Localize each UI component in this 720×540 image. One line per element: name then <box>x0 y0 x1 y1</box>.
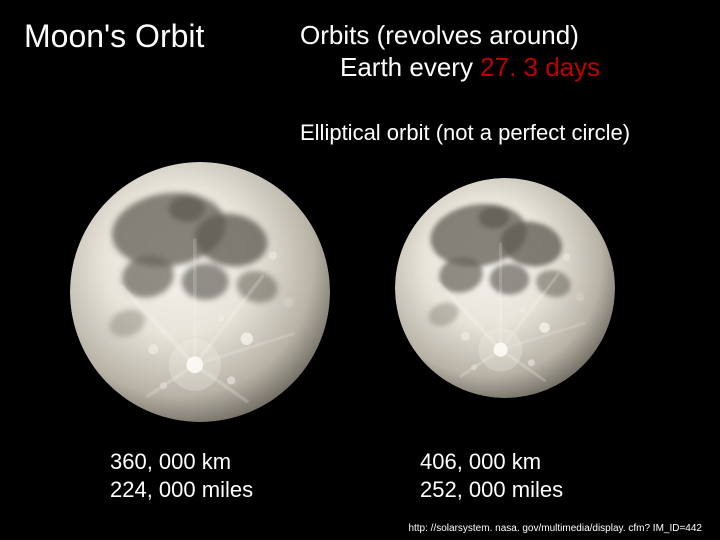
apogee-miles: 252, 000 miles <box>420 476 563 504</box>
orbit-line2-text: Earth every <box>340 52 480 82</box>
apogee-distance-label: 406, 000 km 252, 000 miles <box>420 448 563 503</box>
moon-perigee-image <box>70 162 330 422</box>
slide-title: Moon's Orbit <box>24 18 204 55</box>
perigee-miles: 224, 000 miles <box>110 476 253 504</box>
perigee-distance-label: 360, 000 km 224, 000 miles <box>110 448 253 503</box>
moon-apogee-image <box>395 178 615 398</box>
elliptical-note: Elliptical orbit (not a perfect circle) <box>300 120 630 146</box>
slide: Moon's Orbit Orbits (revolves around) Ea… <box>0 0 720 540</box>
perigee-km: 360, 000 km <box>110 448 253 476</box>
orbit-description-line2: Earth every 27. 3 days <box>340 52 600 83</box>
source-url: http: //solarsystem. nasa. gov/multimedi… <box>408 523 702 534</box>
orbit-description-line1: Orbits (revolves around) <box>300 20 579 51</box>
orbit-period-highlight: 27. 3 days <box>480 52 600 82</box>
apogee-km: 406, 000 km <box>420 448 563 476</box>
